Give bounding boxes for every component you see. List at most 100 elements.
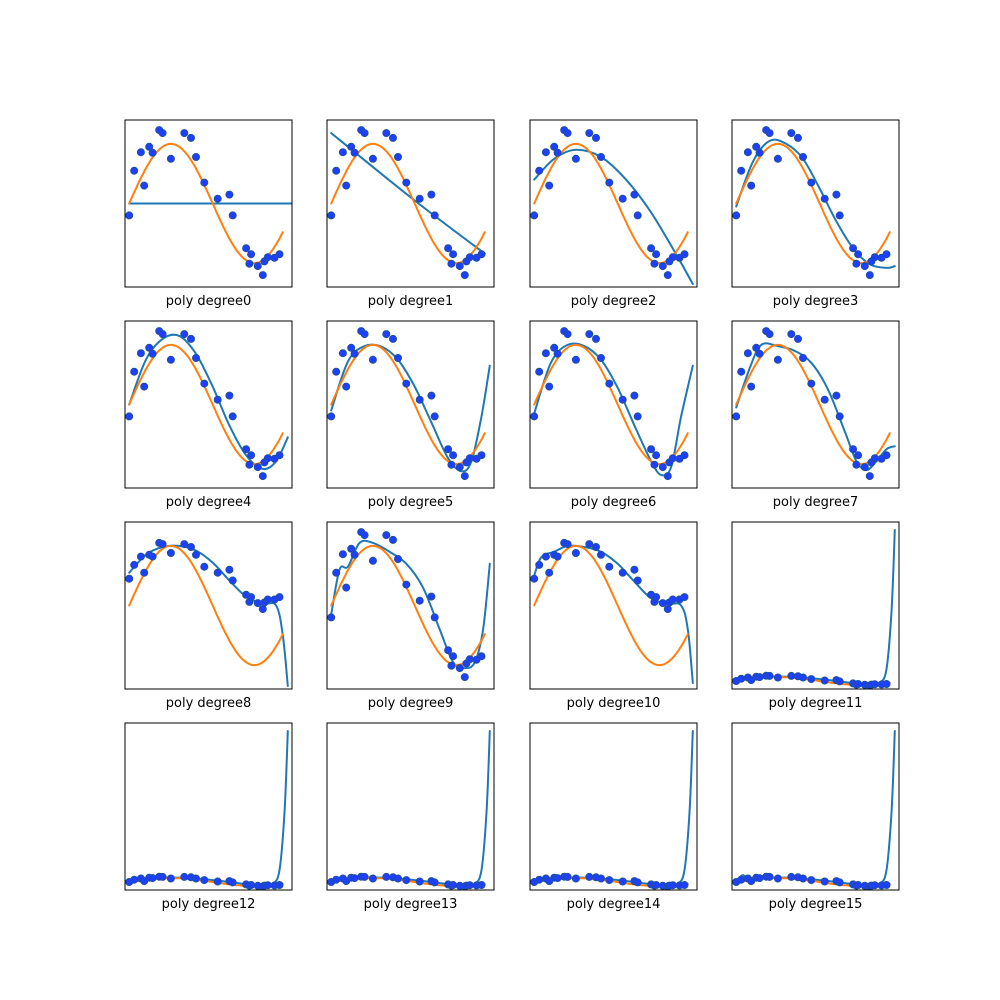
panel-11: poly degree11	[731, 521, 900, 711]
data-point	[755, 349, 764, 358]
data-point	[213, 194, 222, 203]
data-point	[455, 262, 464, 271]
data-point	[136, 349, 145, 358]
data-point	[187, 334, 195, 343]
axes-frame	[731, 119, 900, 288]
data-point	[799, 874, 807, 883]
data-point	[563, 129, 572, 138]
data-point	[658, 262, 667, 271]
data-point	[228, 576, 237, 585]
data-point	[465, 881, 474, 890]
data-point	[350, 349, 359, 358]
data-point	[242, 445, 251, 454]
xlabel: poly degree6	[571, 495, 656, 510]
plot-area	[327, 730, 491, 890]
data-point	[773, 874, 782, 883]
data-point	[347, 142, 356, 151]
data-point	[647, 244, 656, 253]
panel-2: poly degree2	[529, 119, 698, 309]
data-point	[148, 552, 157, 561]
data-point	[427, 190, 436, 199]
axes-frame	[124, 320, 293, 489]
data-point	[449, 652, 458, 661]
data-point	[327, 211, 336, 220]
data-point	[430, 412, 439, 421]
data-point	[835, 412, 844, 421]
data-point	[213, 395, 222, 404]
data-point	[402, 580, 411, 589]
data-point	[180, 129, 189, 138]
panel-9: poly degree9	[326, 521, 495, 711]
data-point	[263, 253, 272, 262]
data-point	[773, 154, 782, 163]
data-point	[247, 593, 256, 602]
data-point	[530, 412, 539, 421]
data-point	[571, 355, 580, 364]
data-point	[327, 412, 336, 421]
data-point	[563, 872, 572, 881]
data-point	[368, 154, 377, 163]
data-point	[125, 211, 134, 220]
data-point	[852, 259, 861, 268]
data-point	[415, 194, 424, 203]
data-point	[563, 540, 572, 549]
data-point	[597, 153, 605, 161]
axes-frame	[124, 722, 293, 891]
data-point	[773, 673, 782, 682]
data-point	[820, 194, 829, 203]
axes-frame	[731, 521, 900, 690]
xlabel: poly degree14	[567, 897, 661, 912]
data-point	[597, 354, 605, 362]
data-point	[743, 349, 752, 358]
data-point	[447, 259, 456, 268]
data-point	[382, 129, 391, 138]
panel-12: poly degree12	[124, 722, 293, 912]
data-point	[263, 595, 272, 604]
data-point	[535, 166, 544, 175]
data-point	[592, 543, 600, 551]
data-point	[633, 576, 642, 585]
axes-frame	[731, 722, 900, 891]
xlabel: poly degree10	[567, 696, 661, 711]
data-point	[807, 379, 816, 388]
data-point	[402, 178, 411, 187]
data-point	[849, 244, 858, 253]
data-point	[402, 379, 411, 388]
data-point	[394, 555, 402, 563]
data-point	[658, 463, 667, 472]
data-point	[130, 367, 139, 376]
data-point	[200, 562, 209, 571]
data-point	[668, 881, 677, 890]
data-point	[737, 875, 746, 884]
data-point	[347, 544, 356, 553]
data-point	[835, 878, 844, 887]
data-point	[854, 250, 863, 259]
xlabel: poly degree13	[364, 897, 458, 912]
data-point	[394, 874, 402, 883]
data-point	[553, 349, 562, 358]
data-point	[618, 194, 627, 203]
panel-1: poly degree1	[326, 119, 495, 309]
fit-curve	[330, 343, 491, 473]
data-point	[870, 454, 879, 463]
xlabel: poly degree7	[773, 495, 858, 510]
data-point	[680, 593, 689, 602]
plot-area	[530, 327, 694, 481]
data-point	[550, 142, 559, 151]
data-point	[585, 872, 594, 881]
data-point	[382, 872, 391, 881]
data-point	[192, 153, 200, 161]
data-point	[430, 613, 439, 622]
true-curve	[735, 343, 891, 466]
data-point	[747, 382, 756, 391]
data-point	[444, 445, 453, 454]
data-point	[585, 330, 594, 339]
data-point	[360, 330, 369, 339]
true-curve	[533, 142, 689, 265]
data-point	[477, 250, 486, 259]
data-point	[338, 148, 347, 157]
data-point	[663, 271, 672, 280]
data-point	[449, 881, 458, 889]
data-point	[415, 877, 424, 886]
